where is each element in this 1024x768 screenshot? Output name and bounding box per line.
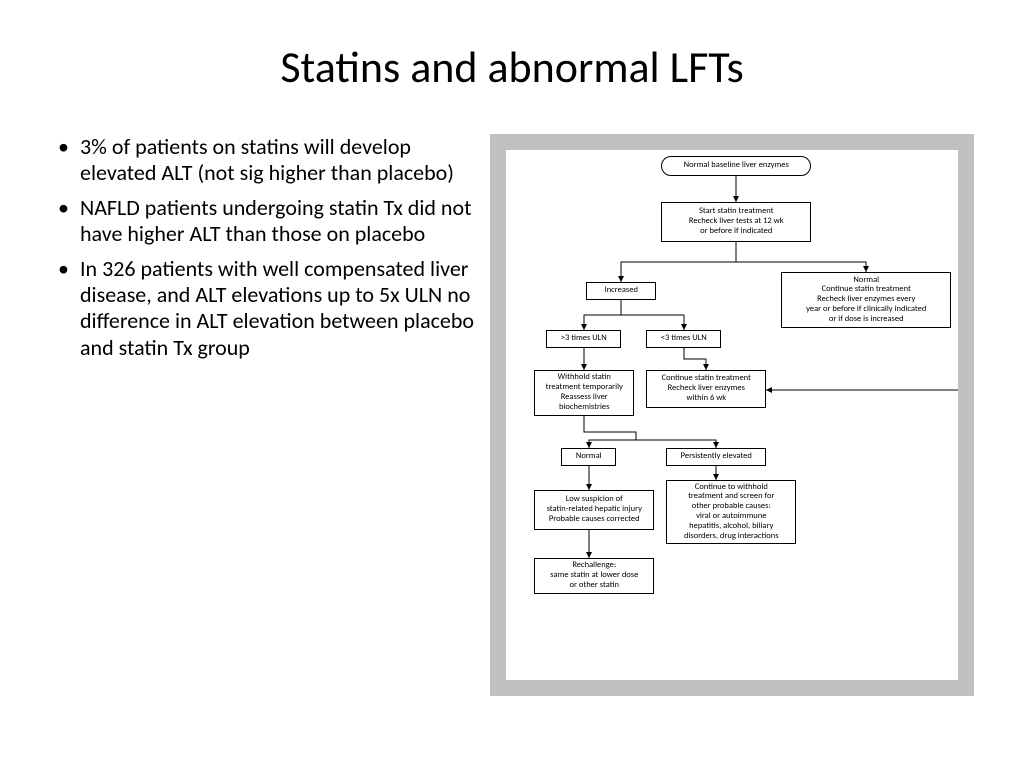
flow-node: Rechallenge:same statin at lower doseor … [534,558,654,594]
flow-node: Withhold statintreatment temporarilyReas… [534,370,634,416]
flow-edge [736,262,866,272]
bullet-column: 3% of patients on statins will develop e… [50,134,480,696]
flow-node: >3 times ULN [546,330,621,348]
flowchart: Normal baseline liver enzymes Start stati… [506,150,958,680]
content-row: 3% of patients on statins will develop e… [50,134,974,696]
bullet-list: 3% of patients on statins will develop e… [50,134,480,361]
flow-edge [584,416,636,448]
flow-edge [621,242,736,282]
page-title: Statins and abnormal LFTs [50,40,974,94]
bullet-item: 3% of patients on statins will develop e… [80,134,480,187]
flow-edge [684,348,706,370]
flow-node: <3 times ULN [646,330,721,348]
flow-node: Start statin treatmentRecheck liver test… [661,202,811,242]
flow-node: Normal [561,448,616,466]
bullet-item: NAFLD patients undergoing statin Tx did … [80,195,480,248]
bullet-item: In 326 patients with well compensated li… [80,256,480,362]
flow-node: Persistently elevated [666,448,766,466]
flow-edge [584,300,621,330]
flow-edge [621,315,684,330]
flow-node: Increased [586,282,656,300]
flow-node: Low suspicion ofstatin-related hepatic i… [534,490,654,530]
slide: Statins and abnormal LFTs 3% of patients… [0,0,1024,768]
flow-node: NormalContinue statin treatmentRecheck l… [781,272,951,328]
flow-edge [636,440,716,448]
flow-node: Normal baseline liver enzymes [661,156,811,176]
flow-node: Continue statin treatmentRecheck liver e… [646,370,766,408]
flowchart-frame: Normal baseline liver enzymes Start stati… [490,134,974,696]
flow-node: Continue to withholdtreatment and screen… [666,480,796,544]
